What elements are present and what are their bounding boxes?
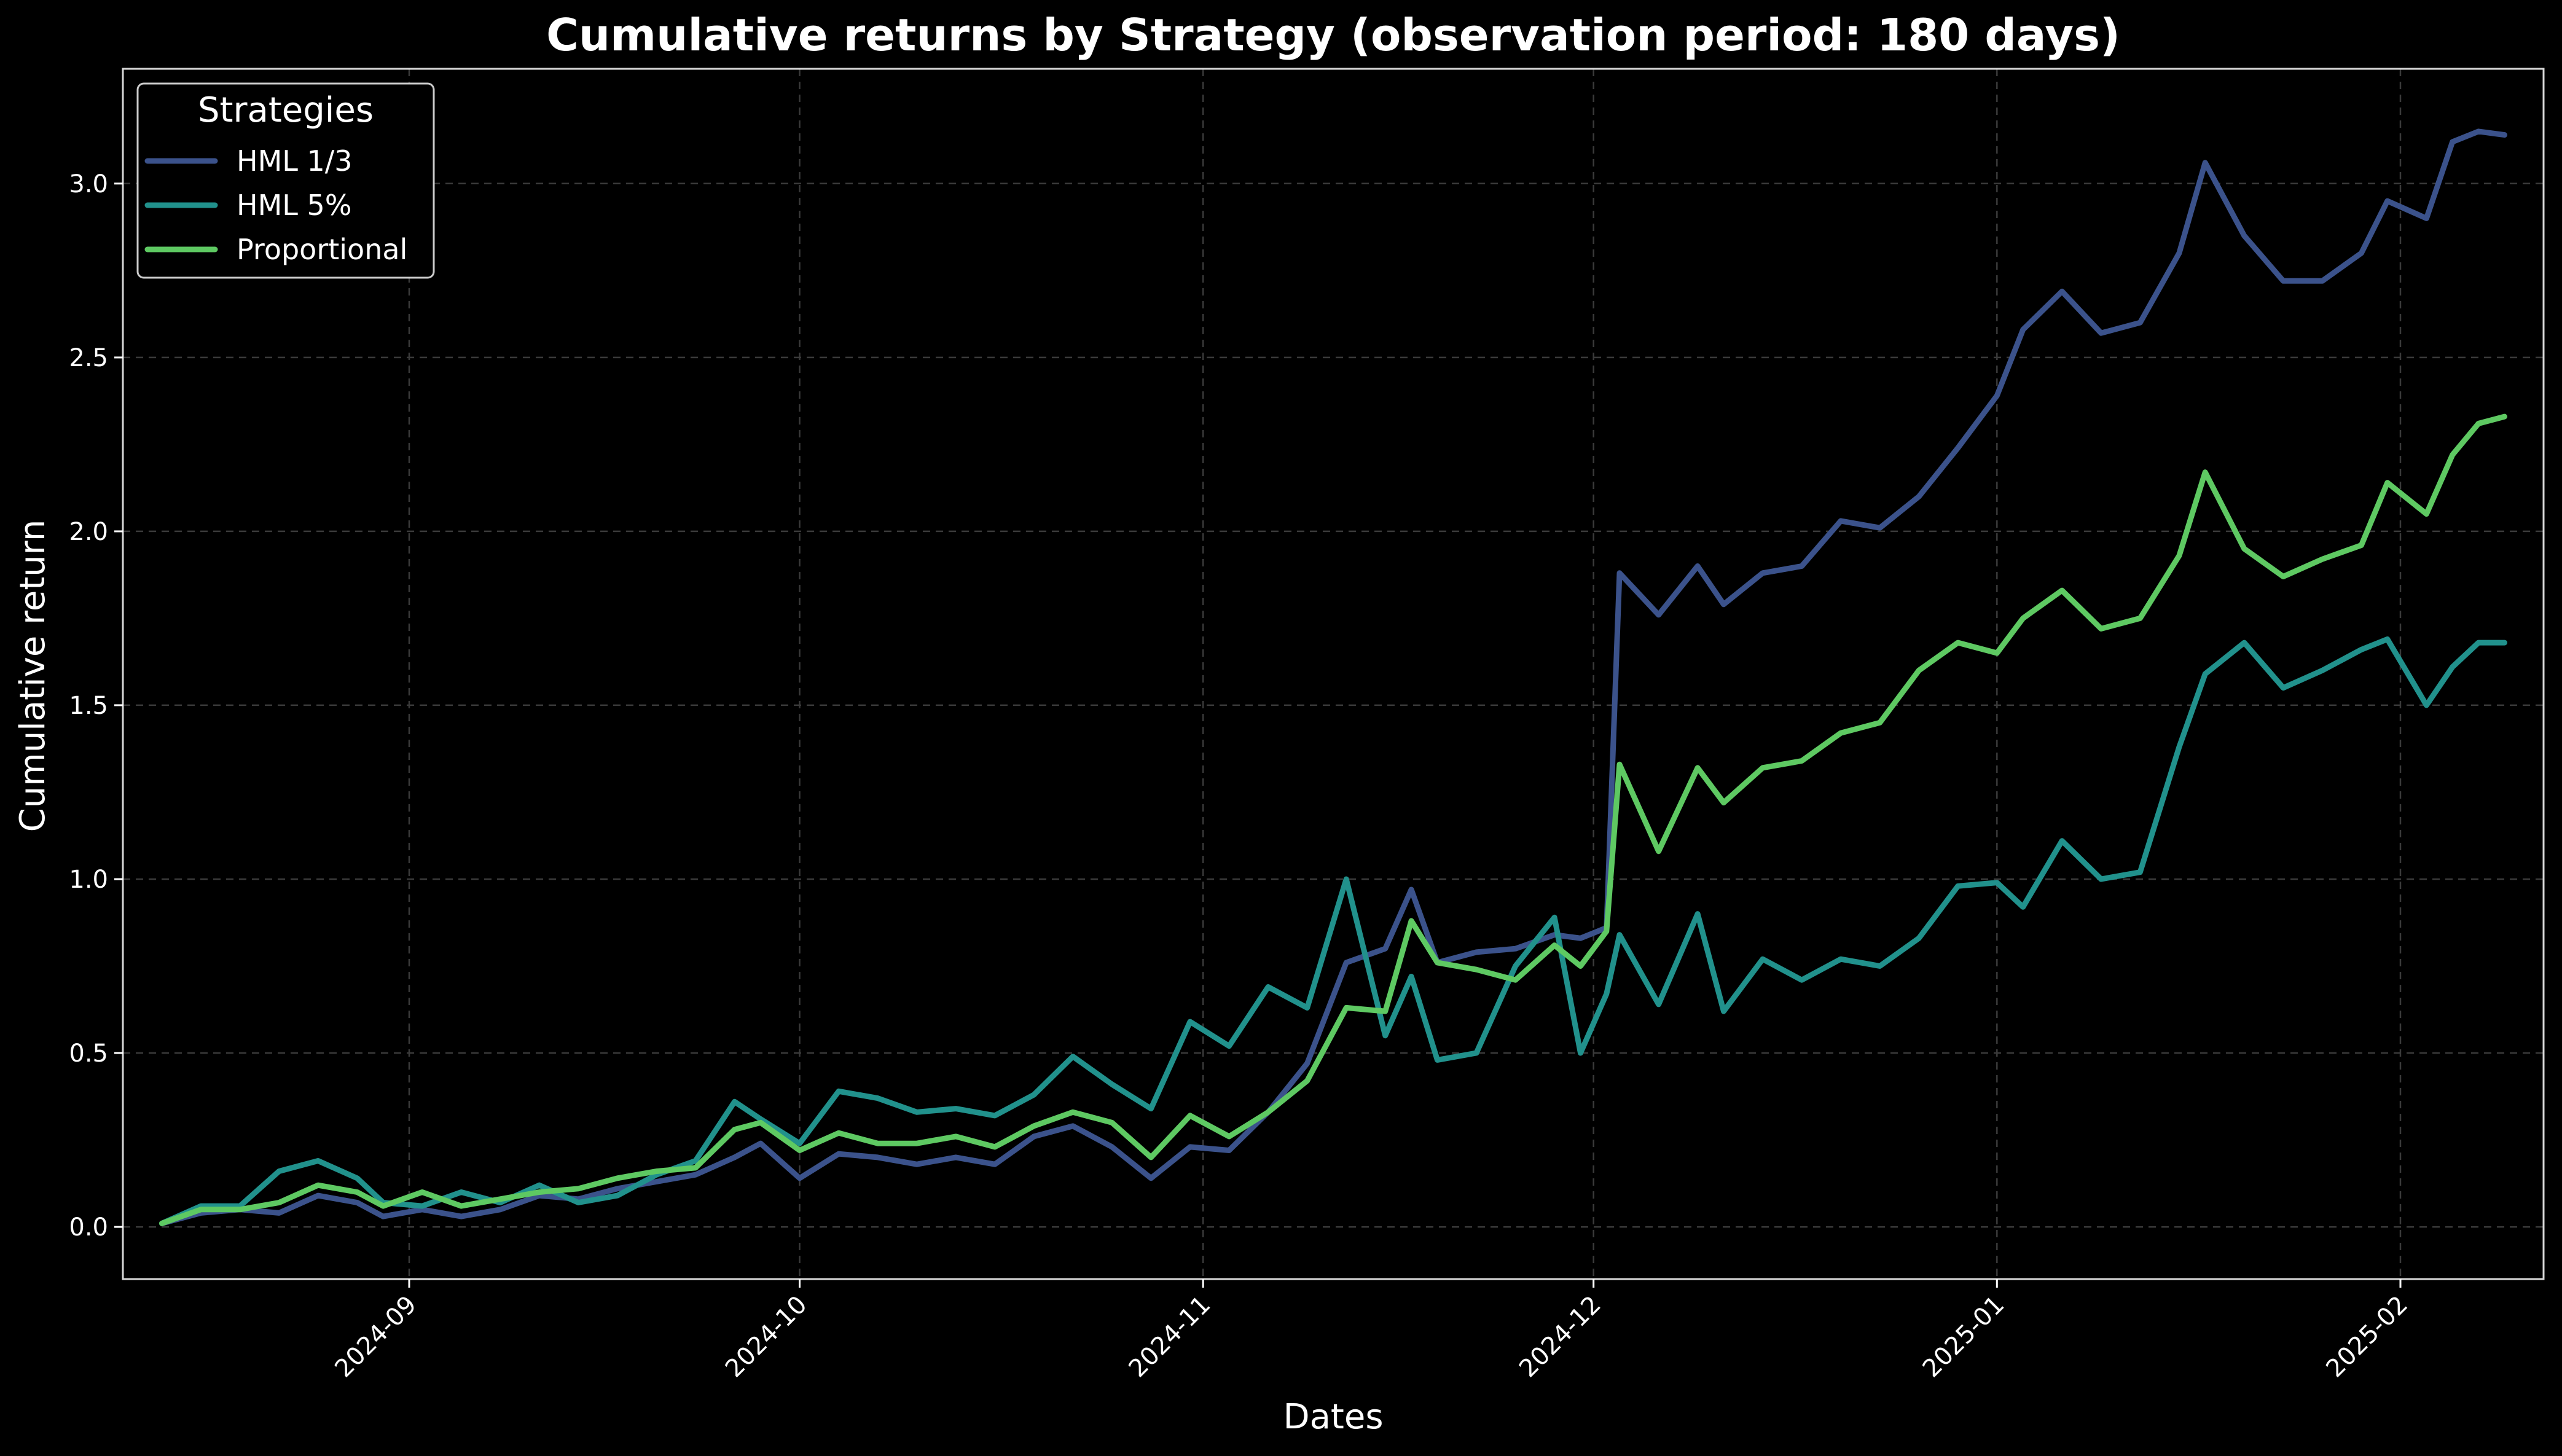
legend-label-hml-1-3: HML 1/3: [237, 144, 353, 178]
legend-entries: HML 1/3 HML 5% Proportional: [144, 144, 407, 266]
y-tick-label: 3.0: [69, 170, 108, 198]
legend-box: [136, 82, 435, 279]
y-tick-label: 0.0: [69, 1213, 108, 1242]
legend-label-proportional: Proportional: [237, 233, 407, 266]
grid: [123, 69, 2544, 1279]
y-tick-label: 0.5: [69, 1039, 108, 1068]
plot-area-frame: [122, 68, 2545, 1280]
y-axis: 0.0 0.5 1.0 1.5 2.0 2.5 3.0: [69, 170, 123, 1242]
chart-title: Cumulative returns by Strategy (observat…: [546, 9, 2120, 61]
legend-title: Strategies: [198, 90, 374, 130]
y-tick-label: 2.5: [69, 344, 108, 372]
x-axis-label: Dates: [1283, 1397, 1383, 1437]
series-lines: [159, 128, 2507, 1226]
y-tick-label: 1.5: [69, 692, 108, 720]
series-line-hml-5: [159, 636, 2507, 1226]
legend-label-hml-5: HML 5%: [237, 189, 352, 222]
y-axis-label: Cumulative return: [13, 520, 53, 832]
y-tick-label: 1.0: [69, 866, 108, 894]
series-line-proportional: [159, 413, 2507, 1226]
y-tick-label: 2.0: [69, 518, 108, 546]
legend: Strategies HML 1/3 HML 5% Proportional: [136, 82, 435, 279]
